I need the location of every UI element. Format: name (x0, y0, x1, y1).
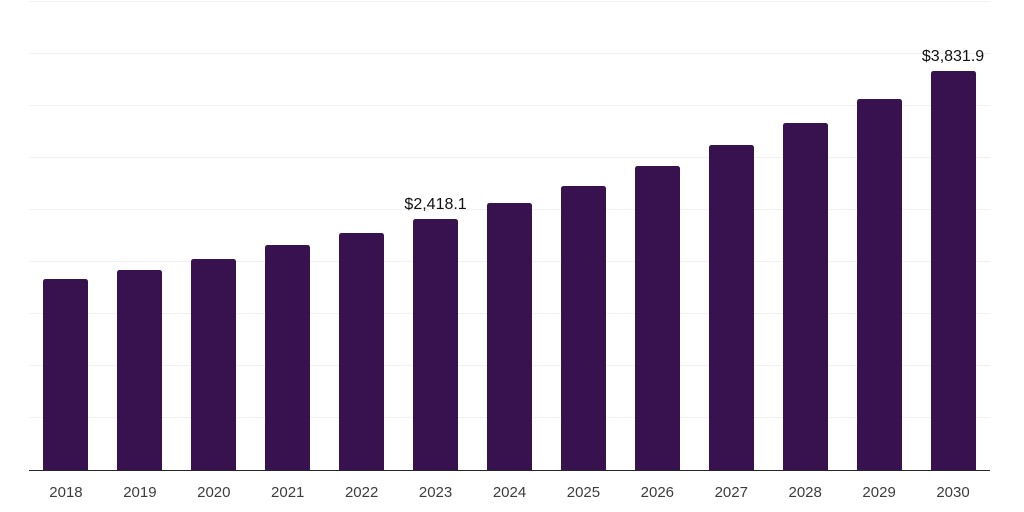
x-tick-label-2022: 2022 (344, 484, 379, 501)
bar-2026 (634, 166, 680, 470)
x-tick-label-2021: 2021 (271, 484, 305, 501)
bar-2024 (487, 202, 532, 470)
bar-2019 (117, 269, 163, 470)
bar-2029 (856, 98, 902, 470)
value-label-2030: $3,831.9 (921, 48, 985, 66)
x-tick-label-2026: 2026 (640, 484, 675, 501)
bar-2027 (708, 145, 754, 470)
gridline-4000 (29, 53, 990, 54)
x-tick-label-2020: 2020 (197, 484, 231, 501)
x-tick-label-2024: 2024 (492, 484, 527, 501)
x-tick-label-2027: 2027 (714, 484, 748, 501)
x-tick-label-2030: 2030 (936, 484, 970, 501)
gridline-3500 (29, 105, 990, 106)
bar-2028 (782, 122, 828, 470)
bar-2021 (265, 245, 311, 470)
bar-2018 (43, 279, 89, 470)
bar-2020 (191, 259, 237, 470)
bar-2022 (339, 232, 385, 470)
bar-2025 (560, 185, 606, 470)
x-tick-label-2025: 2025 (566, 484, 601, 501)
value-label-2023: $2,418.1 (404, 195, 467, 213)
x-tick-label-2028: 2028 (788, 484, 822, 501)
x-tick-label-2029: 2029 (862, 484, 896, 501)
plot-area: 2018 2019 2020 2021 2022 $2,418.1 2023 2024 2025… (29, 1, 990, 501)
bar-2023 (413, 218, 459, 470)
gridline-4500 (29, 1, 990, 2)
x-tick-label-2023: 2023 (418, 484, 453, 501)
x-tick-label-2019: 2019 (123, 484, 157, 501)
bar-2030 (930, 71, 976, 470)
x-tick-label-2018: 2018 (49, 484, 83, 501)
gridline-3000 (29, 157, 990, 158)
